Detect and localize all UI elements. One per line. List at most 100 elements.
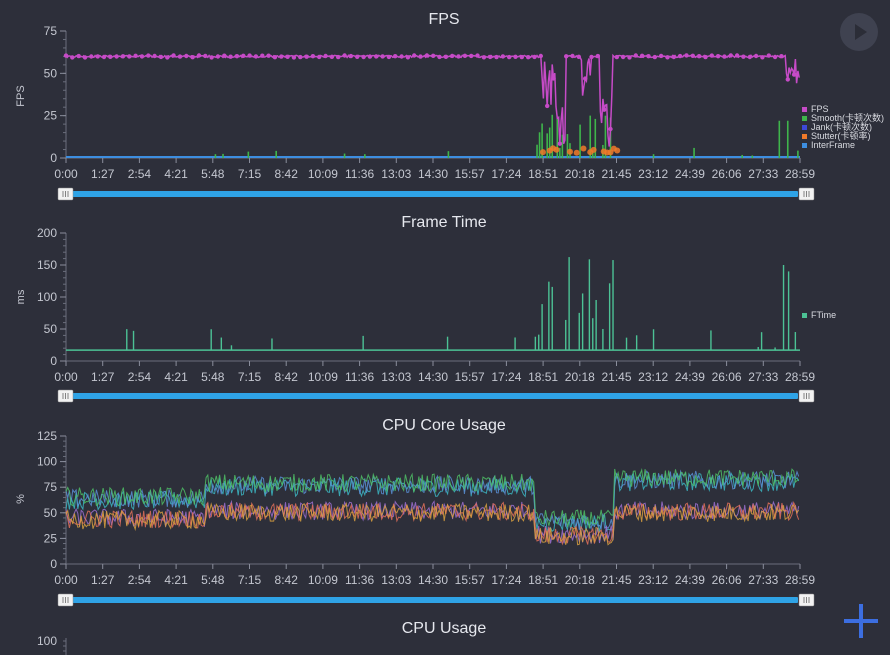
frame-time-x-tick-label: 24:39 xyxy=(675,370,705,384)
fps-series-point xyxy=(538,53,543,59)
fps-series-point xyxy=(557,141,562,146)
cpu-core-range-slider[interactable] xyxy=(70,597,798,603)
fps-series-point xyxy=(380,54,385,59)
fps-x-tick-label: 15:57 xyxy=(455,167,485,181)
frame-time-x-tick-label: 7:15 xyxy=(238,370,262,384)
frame-time-y-tick-label: 100 xyxy=(37,290,57,304)
fps-series-point xyxy=(203,53,208,59)
cpu-usage-chart: CPU Usage 100 xyxy=(37,620,486,655)
fps-series-point xyxy=(760,55,765,60)
frame-time-x-tick-label: 13:03 xyxy=(381,370,411,384)
fps-series-point xyxy=(165,55,170,60)
fps-series-point xyxy=(545,103,550,109)
fps-x-tick-label: 8:42 xyxy=(275,167,299,181)
fps-series-point xyxy=(785,77,790,82)
cpu-core-y-tick-label: 0 xyxy=(50,557,57,571)
fps-x-tick-label: 7:15 xyxy=(238,167,262,181)
fps-series-point xyxy=(158,54,164,60)
fps-series-point xyxy=(684,53,689,58)
cpu-core-x-tick-label: 18:51 xyxy=(528,573,558,587)
add-chart-button[interactable] xyxy=(842,602,880,640)
cpu-core-y-tick-label: 75 xyxy=(44,480,58,494)
fps-series-point xyxy=(120,54,126,59)
fps-x-tick-label: 4:21 xyxy=(164,167,188,181)
fps-series-point xyxy=(494,54,499,60)
fps-series-point xyxy=(348,53,354,59)
cpu-core-x-tick-label: 10:09 xyxy=(308,573,338,587)
frame-time-y-tick-label: 50 xyxy=(44,322,58,336)
fps-range-slider[interactable] xyxy=(70,191,798,197)
fps-series-point xyxy=(253,54,259,59)
fps-series-point xyxy=(260,53,265,58)
cpu-core-series-line xyxy=(65,501,800,546)
fps-x-tick-label: 18:51 xyxy=(528,167,558,181)
stutter-series-point xyxy=(553,146,560,153)
fps-series-point xyxy=(437,54,442,60)
fps-series-point xyxy=(709,53,714,58)
frame-time-x-tick-label: 14:30 xyxy=(418,370,448,384)
fps-chart: FPS FPS 0 25 50 75 0:00 1:27 2:54 4:21 5:48 7:15 8… xyxy=(15,11,884,201)
stutter-series-point xyxy=(566,148,573,155)
cpu-core-x-tick-label: 27:33 xyxy=(748,573,778,587)
fps-series-point xyxy=(291,55,297,60)
fps-x-tick-label: 27:33 xyxy=(748,167,778,181)
fps-x-tick-label: 1:27 xyxy=(91,167,115,181)
frame-time-x-tick-label: 8:42 xyxy=(275,370,299,384)
fps-series-point xyxy=(234,54,240,59)
fps-series-point xyxy=(570,53,575,59)
frame-time-chart-title: Frame Time xyxy=(401,214,486,231)
cpu-core-usage-chart: CPU Core Usage % 0 25 50 75 100 125 0:00 1:27 2:… xyxy=(15,417,815,607)
fps-series-point xyxy=(513,54,518,59)
cpu-core-y-tick-label: 25 xyxy=(44,531,58,545)
frame-time-x-tick-label: 20:18 xyxy=(565,370,595,384)
frame-time-x-tick-label: 23:12 xyxy=(638,370,668,384)
fps-series-point xyxy=(766,53,771,58)
frame-time-y-tick-label: 200 xyxy=(37,226,57,240)
stutter-series-point xyxy=(590,146,597,153)
play-button[interactable] xyxy=(840,13,878,51)
fps-legend-label: Smooth(卡顿次数) xyxy=(811,112,884,123)
play-icon xyxy=(855,24,867,40)
fps-legend-swatch xyxy=(802,107,807,112)
fps-series-point xyxy=(127,54,132,59)
fps-series-point xyxy=(450,53,455,59)
fps-series-point xyxy=(266,53,271,58)
fps-series-point xyxy=(456,54,461,59)
cpu-usage-chart-title: CPU Usage xyxy=(402,620,487,637)
frame-time-x-tick-label: 0:00 xyxy=(54,370,78,384)
cpu-core-x-tick-label: 17:24 xyxy=(491,573,521,587)
fps-y-tick-label: 25 xyxy=(44,109,58,123)
fps-series-point xyxy=(317,54,322,60)
fps-series-point xyxy=(386,54,392,60)
fps-series-point xyxy=(703,54,708,60)
frame-time-y-tick-label: 150 xyxy=(37,258,57,272)
fps-series-point xyxy=(228,54,233,59)
frame-time-y-tick-label: 0 xyxy=(50,354,57,368)
fps-series-point xyxy=(114,54,119,59)
cpu-core-x-tick-label: 23:12 xyxy=(638,573,668,587)
fps-series-point xyxy=(329,54,335,59)
fps-series-point xyxy=(526,55,531,60)
fps-series-point xyxy=(63,53,69,58)
fps-series-point xyxy=(152,53,157,59)
fps-series-point xyxy=(431,53,436,58)
cpu-core-x-tick-label: 7:15 xyxy=(238,573,262,587)
fps-series-point xyxy=(95,54,100,59)
fps-series-point xyxy=(715,54,721,59)
fps-series-point xyxy=(310,54,316,59)
frame-time-x-tick-label: 4:21 xyxy=(164,370,188,384)
fps-series-point xyxy=(241,53,246,58)
fps-series-point xyxy=(620,54,626,60)
fps-series-point xyxy=(247,53,252,58)
fps-series-point xyxy=(70,55,75,60)
frame-time-x-tick-label: 2:54 xyxy=(128,370,152,384)
fps-series-point xyxy=(779,54,784,59)
fps-x-tick-label: 28:59 xyxy=(785,167,815,181)
fps-series-point xyxy=(108,54,113,59)
frame-time-range-slider[interactable] xyxy=(70,393,798,399)
fps-series-point xyxy=(209,55,214,60)
cpu-core-x-tick-label: 21:45 xyxy=(601,573,631,587)
fps-series-line xyxy=(65,53,800,147)
fps-series-point xyxy=(532,54,537,60)
